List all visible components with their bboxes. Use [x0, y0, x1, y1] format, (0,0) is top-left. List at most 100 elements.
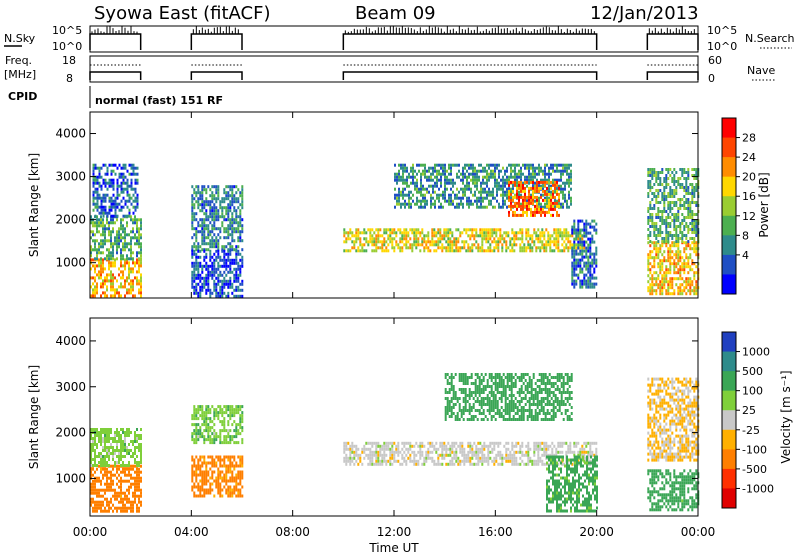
echo-cell [92, 488, 94, 492]
echo-cell [659, 234, 662, 237]
echo-cell [402, 193, 404, 197]
echo-cell [677, 225, 680, 228]
echo-cell [219, 473, 222, 477]
echo-cell [469, 237, 472, 241]
echo-cell [661, 198, 664, 201]
echo-cell [687, 192, 690, 195]
echo-cell [136, 196, 139, 200]
echo-cell [94, 455, 96, 458]
echo-cell [217, 233, 220, 237]
echo-cell [207, 423, 210, 427]
echo-cell [217, 273, 220, 277]
echo-cell [653, 225, 656, 228]
nsky-interval [342, 33, 598, 50]
echo-cell [669, 292, 672, 296]
echo-cell [205, 420, 208, 424]
echo-cell [427, 234, 430, 238]
echo-cell [191, 200, 194, 204]
echo-cell [679, 259, 682, 263]
echo-cell [122, 248, 124, 252]
echo-cell [685, 244, 688, 248]
echo-cell [98, 491, 100, 495]
echo-cell [406, 181, 408, 185]
echo-cell [124, 236, 126, 240]
echo-cell [691, 231, 694, 234]
echo-cell [207, 227, 210, 231]
echo-cell [110, 428, 112, 431]
echo-cell [516, 213, 518, 217]
echo-cell [100, 440, 102, 443]
echo-cell [217, 261, 220, 265]
echo-cell [444, 187, 446, 191]
echo-cell [136, 509, 138, 513]
echo-cell [211, 206, 214, 210]
echo-cell [215, 285, 218, 289]
echo-cell [201, 197, 204, 201]
echo-cell [412, 178, 414, 182]
echo-cell [106, 214, 109, 218]
echo-cell [231, 203, 234, 207]
echo-cell [136, 251, 138, 255]
echo-cell [647, 253, 650, 257]
echo-cell [100, 264, 102, 268]
echo-cell [675, 192, 678, 195]
echo-cell [199, 494, 202, 498]
echo-cell [134, 482, 136, 486]
echo-cell [537, 237, 540, 241]
echo-cell [345, 441, 348, 445]
echo-cell [546, 178, 548, 182]
echo-cell [241, 227, 244, 231]
echo-cell [94, 242, 96, 246]
echo-cell [96, 488, 98, 492]
echo-cell [197, 282, 200, 286]
echo-cell [587, 222, 590, 226]
echo-cell [130, 440, 132, 443]
echo-cell [134, 434, 136, 437]
echo-cell [233, 209, 236, 213]
echo-cell [193, 461, 196, 465]
echo-cell [233, 464, 236, 468]
echo-cell [522, 163, 524, 167]
echo-cell [516, 189, 518, 193]
echo-cell [693, 240, 696, 243]
echo-cell [478, 199, 480, 203]
echo-cell [195, 494, 198, 498]
echo-cell [124, 261, 126, 265]
echo-cell [510, 207, 512, 211]
echo-cell [499, 228, 502, 232]
echo-cell [665, 231, 668, 234]
echo-cell [223, 252, 226, 256]
echo-cell [484, 181, 486, 185]
echo-cell [538, 196, 540, 200]
echo-cell [197, 191, 200, 195]
echo-cell [199, 255, 202, 259]
echo-cell [525, 246, 528, 250]
echo-cell [510, 172, 512, 176]
echo-cell [110, 476, 112, 480]
echo-cell [649, 225, 652, 228]
echo-cell [520, 178, 522, 182]
echo-cell [106, 273, 108, 277]
echo-cell [536, 186, 538, 190]
echo-cell [466, 169, 468, 173]
echo-cell [201, 236, 204, 240]
echo-cell [647, 241, 650, 245]
echo-cell [233, 248, 236, 252]
echo-cell [241, 414, 244, 418]
echo-cell [96, 431, 98, 434]
echo-cell [681, 198, 684, 201]
echo-cell [550, 190, 552, 194]
echo-cell [134, 187, 137, 191]
echo-cell [138, 288, 140, 292]
echo-cell [191, 473, 194, 477]
echo-cell [560, 163, 562, 167]
echo-cell [458, 175, 460, 179]
echo-cell [215, 461, 218, 465]
echo-cell [437, 237, 440, 241]
echo-cell [345, 447, 348, 451]
echo-cell [197, 294, 200, 298]
echo-cell [343, 240, 346, 244]
echo-cell [108, 503, 110, 507]
echo-cell [217, 405, 220, 409]
echo-cell [379, 234, 382, 238]
